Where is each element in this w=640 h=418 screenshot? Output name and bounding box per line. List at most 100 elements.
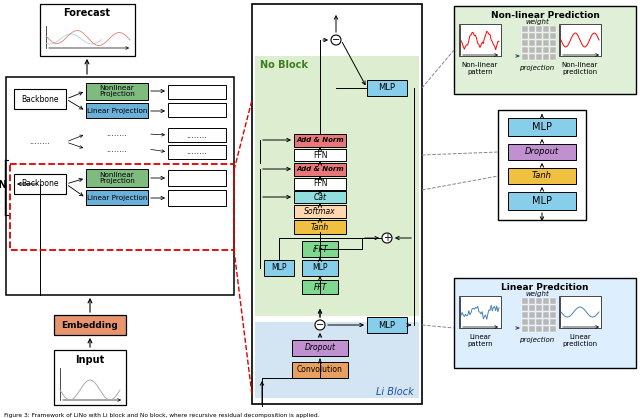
Text: MLP: MLP: [378, 84, 396, 92]
Text: Projection: Projection: [99, 178, 135, 184]
Bar: [550, 319, 556, 325]
Text: −: −: [316, 320, 324, 330]
Bar: [255, 56, 419, 316]
Bar: [529, 319, 535, 325]
Text: Forecast: Forecast: [63, 8, 111, 18]
Text: Non-linear: Non-linear: [562, 62, 598, 68]
Text: Figure 3: Framework of LiNo with Li block and No block, where recursive residual: Figure 3: Framework of LiNo with Li bloc…: [4, 413, 319, 418]
Bar: [543, 40, 549, 46]
Bar: [86, 103, 148, 118]
Text: MLP: MLP: [532, 196, 552, 206]
Bar: [86, 83, 148, 100]
Bar: [529, 326, 535, 332]
Text: ........: ........: [106, 145, 127, 153]
Bar: [529, 312, 535, 318]
Text: FFN: FFN: [313, 150, 327, 160]
Bar: [454, 6, 636, 94]
Bar: [522, 40, 528, 46]
Bar: [168, 145, 226, 159]
Bar: [536, 47, 542, 53]
Text: MLP: MLP: [378, 321, 396, 329]
Bar: [302, 241, 338, 257]
Text: ........: ........: [186, 148, 207, 156]
Bar: [508, 118, 576, 136]
Text: projection: projection: [520, 337, 555, 343]
Bar: [550, 305, 556, 311]
Text: Nonlinear: Nonlinear: [100, 85, 134, 91]
Text: Add & Norm: Add & Norm: [296, 137, 344, 143]
Bar: [168, 103, 226, 117]
Text: Linear: Linear: [569, 334, 591, 340]
Bar: [559, 296, 601, 328]
Bar: [529, 305, 535, 311]
Text: Tanh: Tanh: [532, 171, 552, 181]
Bar: [252, 4, 422, 404]
Bar: [459, 296, 501, 328]
Text: FFT: FFT: [314, 283, 326, 291]
Bar: [543, 54, 549, 60]
Bar: [550, 326, 556, 332]
Bar: [294, 149, 346, 161]
Bar: [522, 319, 528, 325]
Text: MLP: MLP: [532, 122, 552, 132]
Text: pattern: pattern: [467, 341, 493, 347]
Text: Linear Projection: Linear Projection: [87, 108, 147, 114]
Bar: [302, 260, 338, 276]
Text: prediction: prediction: [563, 69, 598, 75]
Bar: [168, 170, 226, 186]
Bar: [294, 134, 346, 147]
Bar: [536, 26, 542, 32]
Bar: [255, 322, 419, 398]
Circle shape: [315, 320, 325, 330]
Text: Linear Predcition: Linear Predcition: [501, 283, 589, 293]
Bar: [543, 312, 549, 318]
Bar: [536, 54, 542, 60]
Text: N: N: [0, 180, 8, 190]
Text: prediction: prediction: [563, 341, 598, 347]
Bar: [550, 312, 556, 318]
Bar: [536, 312, 542, 318]
Bar: [529, 298, 535, 304]
Text: Cat: Cat: [314, 193, 326, 201]
Bar: [86, 169, 148, 187]
Bar: [522, 305, 528, 311]
Bar: [536, 326, 542, 332]
Bar: [543, 33, 549, 39]
Text: iFFT: iFFT: [312, 245, 328, 253]
Bar: [529, 47, 535, 53]
Bar: [522, 298, 528, 304]
Bar: [168, 128, 226, 142]
Bar: [536, 305, 542, 311]
Bar: [529, 40, 535, 46]
Bar: [543, 326, 549, 332]
Bar: [10, 164, 234, 250]
Text: Embedding: Embedding: [61, 321, 118, 329]
Text: Non-linear Prediction: Non-linear Prediction: [491, 12, 600, 20]
Bar: [294, 220, 346, 234]
Text: FFN: FFN: [313, 179, 327, 189]
Text: Softmax: Softmax: [304, 206, 336, 216]
Bar: [168, 85, 226, 99]
Text: ........: ........: [29, 138, 51, 146]
Bar: [536, 319, 542, 325]
Bar: [6, 77, 234, 295]
Text: Backbone: Backbone: [21, 179, 59, 189]
Bar: [14, 89, 66, 109]
Bar: [294, 178, 346, 190]
Bar: [543, 319, 549, 325]
Bar: [454, 278, 636, 368]
Text: Dropout: Dropout: [525, 148, 559, 156]
Bar: [367, 80, 407, 96]
Bar: [14, 174, 66, 194]
Bar: [522, 54, 528, 60]
Bar: [459, 24, 501, 56]
Text: weight: weight: [525, 19, 549, 25]
Text: MLP: MLP: [312, 263, 328, 273]
Bar: [522, 312, 528, 318]
Text: Linear Projection: Linear Projection: [87, 195, 147, 201]
Bar: [86, 190, 148, 205]
Bar: [522, 33, 528, 39]
Bar: [168, 190, 226, 206]
Bar: [529, 26, 535, 32]
Bar: [294, 163, 346, 176]
